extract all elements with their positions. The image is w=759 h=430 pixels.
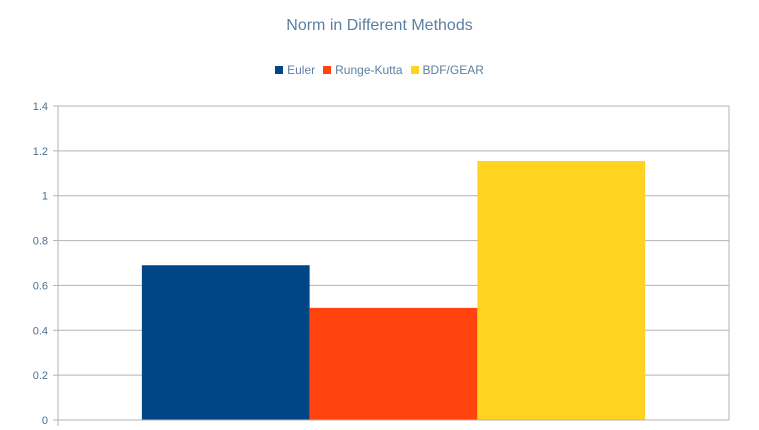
legend-item-euler: Euler — [275, 63, 315, 77]
legend-swatch-euler — [275, 66, 284, 74]
bar-bdf-gear — [477, 160, 646, 420]
y-tick-label-0: 0 — [42, 415, 48, 427]
y-tick-label-3: 0.6 — [33, 280, 48, 292]
legend-label-runge-kutta: Runge-Kutta — [335, 63, 403, 77]
y-tick-label-2: 0.4 — [33, 325, 48, 337]
y-tick-label-4: 0.8 — [33, 236, 48, 248]
y-tick-label-1: 0.2 — [33, 370, 48, 382]
y-tick-label-6: 1.2 — [33, 146, 48, 158]
legend-label-euler: Euler — [287, 63, 316, 77]
chart-title: Norm in Different Methods — [286, 17, 473, 34]
legend-item-runge-kutta: Runge-Kutta — [323, 63, 403, 77]
y-tick-label-7: 1.4 — [33, 101, 48, 113]
bar-euler — [141, 265, 310, 420]
legend: Euler Runge-Kutta BDF/GEAR — [0, 63, 759, 77]
legend-item-bdf-gear: BDF/GEAR — [410, 63, 484, 77]
legend-label-bdf-gear: BDF/GEAR — [422, 63, 484, 77]
y-tick-label-5: 1 — [42, 191, 48, 203]
bar-runge-kutta — [309, 307, 478, 420]
legend-swatch-bdf-gear — [410, 66, 419, 74]
legend-swatch-runge-kutta — [323, 66, 332, 74]
